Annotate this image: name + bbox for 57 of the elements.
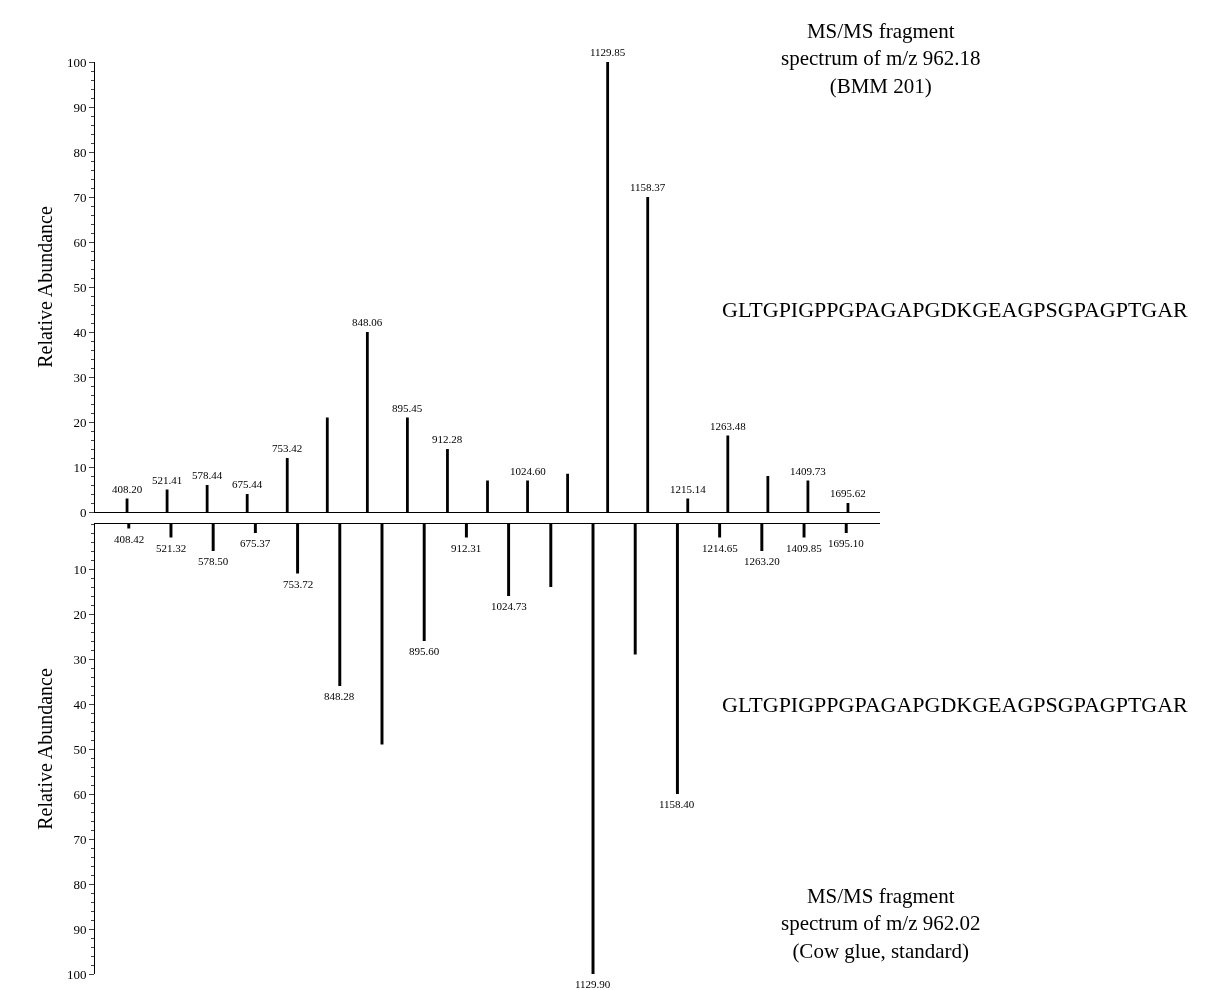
x-tick-label: 1024.73 [491,600,528,612]
x-tick-label: 408.42 [114,533,145,545]
x-tick-label: 675.37 [240,537,271,549]
x-tick-label: 578.44 [192,469,223,481]
x-tick-label: 1695.62 [830,487,866,499]
y-tick-label: 0 [79,504,87,520]
x-tick-label: 1409.85 [786,542,823,554]
x-tick-label: 1263.20 [744,555,781,567]
y-tick-label: 60 [73,786,87,802]
y-tick-label: 90 [73,921,87,937]
y-tick-label: 100 [66,966,87,982]
x-tick-label: 1214.65 [702,542,739,554]
y-tick-label: 40 [73,696,87,712]
annotation: MS/MS fragment spectrum of m/z 962.18 (BMM 201) [781,19,981,98]
x-tick-label: 1129.85 [590,46,626,58]
annotation: MS/MS fragment spectrum of m/z 962.02 (Cow glue, standard) [781,884,981,963]
x-tick-label: 1024.60 [510,465,547,477]
x-tick-label: 753.72 [283,578,314,590]
x-tick-label: 521.32 [156,542,187,554]
x-tick-label: 895.60 [409,645,440,657]
x-tick-label: 848.06 [352,316,383,328]
y-tick-label: 80 [73,144,87,160]
x-tick-label: 1263.48 [710,420,747,432]
y-tick-label: 20 [73,414,87,430]
y-tick-label: 50 [73,741,87,757]
x-tick-label: 1695.10 [828,537,865,549]
x-tick-label: 578.50 [198,555,229,567]
x-tick-label: 753.42 [272,442,303,454]
y-tick-label: 20 [73,606,87,622]
x-tick-label: 1409.73 [790,465,827,477]
annotation: GLTGPIGPPGPAGAPGDKGEAGPSGPAGPTGAR [722,692,1189,717]
x-tick-label: 912.31 [451,542,482,554]
x-tick-label: 1215.14 [670,483,707,495]
y-axis-title: Relative Abundance [34,668,57,830]
x-tick-label: 408.20 [112,483,143,495]
y-tick-label: 80 [73,876,87,892]
y-tick-label: 70 [73,831,87,847]
x-tick-label: 521.41 [152,474,183,486]
x-tick-label: 895.45 [392,402,423,414]
y-tick-label: 50 [73,279,87,295]
y-tick-label: 100 [66,54,87,70]
x-tick-label: 1158.37 [630,181,666,193]
y-tick-label: 10 [73,561,87,577]
x-tick-label: 1158.40 [659,798,695,810]
y-axis-title: Relative Abundance [34,206,57,368]
x-tick-label: 848.28 [324,690,355,702]
x-tick-label: 1129.90 [575,978,611,990]
x-tick-label: 912.28 [432,433,463,445]
y-tick-label: 70 [73,189,87,205]
y-tick-label: 90 [73,99,87,115]
y-tick-label: 30 [73,369,87,385]
y-tick-label: 10 [73,459,87,475]
y-tick-label: 40 [73,324,87,340]
x-tick-label: 675.44 [232,478,263,490]
annotation: GLTGPIGPPGPAGAPGDKGEAGPSGPAGPTGAR [722,297,1189,322]
y-tick-label: 30 [73,651,87,667]
y-tick-label: 60 [73,234,87,250]
